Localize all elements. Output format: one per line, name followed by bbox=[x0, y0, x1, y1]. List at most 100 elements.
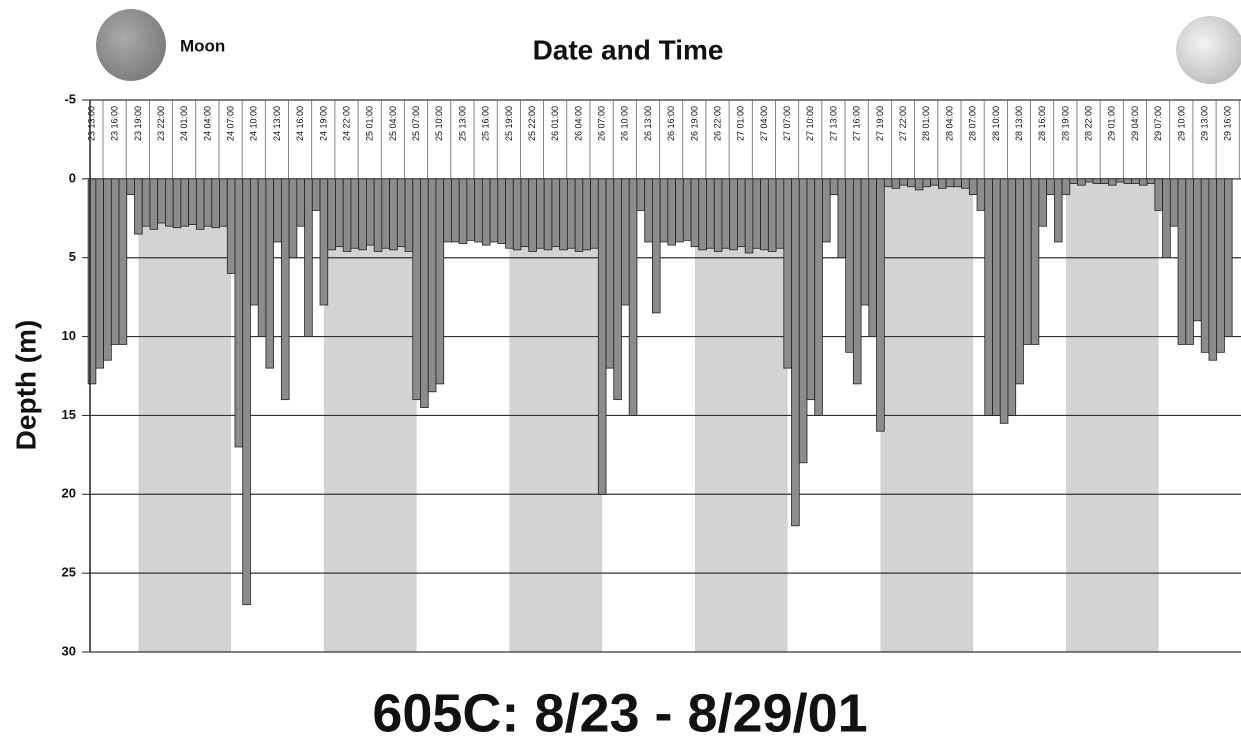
depth-bar bbox=[682, 178, 692, 241]
depth-bar bbox=[760, 178, 769, 251]
depth-bar bbox=[675, 178, 684, 243]
depth-bar bbox=[165, 178, 174, 227]
depth-bar bbox=[644, 178, 653, 243]
depth-bar bbox=[1061, 178, 1071, 196]
x-tick-label: 25 04:00 bbox=[388, 106, 398, 141]
depth-bar bbox=[907, 178, 916, 188]
depth-bar bbox=[157, 178, 166, 224]
x-tick-label: 26 19:00 bbox=[689, 106, 699, 141]
depth-bar bbox=[257, 178, 267, 337]
depth-bar bbox=[938, 178, 947, 189]
depth-bar bbox=[876, 178, 885, 432]
depth-bar bbox=[961, 178, 970, 189]
y-tick-label: 5 bbox=[69, 249, 76, 264]
depth-bar bbox=[250, 178, 259, 306]
depth-bar bbox=[597, 178, 607, 495]
depth-bar bbox=[883, 178, 893, 188]
depth-bar bbox=[852, 178, 862, 385]
depth-bar bbox=[636, 178, 646, 211]
depth-bar bbox=[1200, 178, 1210, 353]
depth-bar bbox=[783, 178, 792, 369]
depth-bar bbox=[435, 178, 445, 385]
depth-bar bbox=[613, 178, 622, 401]
depth-bar bbox=[172, 178, 182, 229]
depth-bar bbox=[358, 178, 367, 251]
depth-bar bbox=[1046, 178, 1055, 196]
depth-bar bbox=[288, 178, 298, 259]
depth-bar bbox=[319, 178, 329, 306]
x-tick-label: 29 16:00 bbox=[1223, 106, 1233, 141]
depth-bar bbox=[489, 178, 499, 243]
y-tick-label: 20 bbox=[62, 486, 76, 501]
x-tick-label: 25 10:00 bbox=[434, 106, 444, 141]
depth-bar bbox=[404, 178, 414, 252]
depth-bar bbox=[976, 178, 986, 211]
depth-bar bbox=[744, 178, 754, 254]
x-tick-label: 28 16:00 bbox=[1037, 106, 1047, 141]
depth-bar bbox=[729, 178, 738, 251]
x-tick-label: 29 10:00 bbox=[1176, 106, 1186, 141]
y-tick-label: 30 bbox=[62, 643, 76, 658]
x-tick-label: 27 22:00 bbox=[898, 106, 908, 141]
depth-bar bbox=[1023, 178, 1032, 345]
x-tick-label: 25 07:00 bbox=[411, 106, 421, 141]
depth-bar bbox=[265, 178, 275, 369]
x-tick-label: 28 13:00 bbox=[1014, 106, 1024, 141]
depth-bar bbox=[481, 178, 491, 246]
x-tick-label: 24 01:00 bbox=[179, 106, 189, 141]
depth-bar bbox=[427, 178, 437, 393]
depth-bar bbox=[203, 178, 213, 227]
depth-bar bbox=[806, 178, 816, 401]
depth-bar bbox=[110, 178, 120, 345]
depth-bar bbox=[822, 178, 831, 243]
depth-bar bbox=[373, 178, 383, 252]
depth-bar bbox=[141, 178, 151, 227]
y-tick-label: -5 bbox=[64, 91, 76, 106]
depth-bar bbox=[1030, 178, 1040, 345]
depth-bar bbox=[474, 178, 483, 243]
depth-bar bbox=[211, 178, 220, 229]
depth-bar bbox=[698, 178, 707, 251]
depth-bar bbox=[798, 178, 808, 464]
x-tick-label: 28 01:00 bbox=[921, 106, 931, 141]
depth-bar bbox=[327, 178, 336, 251]
x-tick-label: 28 07:00 bbox=[968, 106, 978, 141]
depth-bar bbox=[690, 178, 700, 248]
depth-bar bbox=[1216, 178, 1225, 353]
moon-label: Moon bbox=[180, 36, 225, 55]
depth-bar bbox=[149, 178, 159, 230]
depth-bar bbox=[528, 178, 537, 252]
depth-bar bbox=[219, 178, 228, 227]
depth-bar bbox=[713, 178, 723, 252]
x-tick-label: 26 04:00 bbox=[573, 106, 583, 141]
depth-bar bbox=[366, 178, 375, 246]
depth-bar bbox=[234, 178, 244, 448]
x-tick-label: 27 10:00 bbox=[805, 106, 815, 141]
depth-bar bbox=[396, 178, 406, 248]
depth-bar bbox=[1162, 178, 1171, 259]
x-tick-label: 24 13:00 bbox=[272, 106, 282, 141]
x-tick-label: 27 19:00 bbox=[875, 106, 885, 141]
x-tick-label: 28 10:00 bbox=[991, 106, 1001, 141]
depth-bar bbox=[1092, 178, 1102, 184]
caption: 605C: 8/23 - 8/29/01 bbox=[372, 683, 867, 743]
depth-bar bbox=[930, 178, 939, 186]
depth-bar bbox=[188, 178, 197, 225]
y-tick-label: 10 bbox=[62, 328, 76, 343]
depth-bar bbox=[296, 178, 305, 227]
depth-bar bbox=[845, 178, 854, 353]
depth-bar bbox=[1169, 178, 1179, 227]
x-tick-label: 23 19:00 bbox=[133, 106, 143, 141]
depth-bar bbox=[1115, 178, 1125, 183]
depth-bar bbox=[1053, 178, 1063, 243]
depth-bar bbox=[118, 178, 128, 345]
plot-area: -5 0 5 10 15 20 25 30 23 13:00 23 16:00 23 19:00 23… bbox=[62, 91, 1241, 658]
x-tick-label: 27 13:00 bbox=[828, 106, 838, 141]
depth-bar bbox=[582, 178, 591, 251]
depth-bar bbox=[1084, 178, 1094, 183]
depth-bar bbox=[311, 178, 321, 211]
depth-bar bbox=[659, 178, 669, 243]
depth-bar bbox=[226, 178, 236, 274]
depth-bar bbox=[389, 178, 398, 251]
